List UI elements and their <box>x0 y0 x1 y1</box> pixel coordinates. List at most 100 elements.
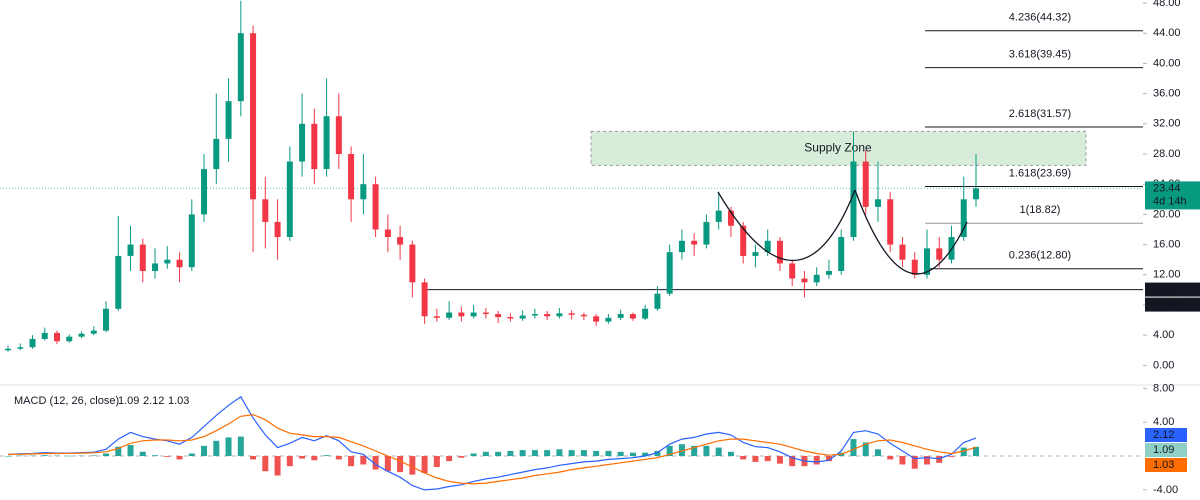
candle-body <box>323 116 330 170</box>
y-tick-label: 32.00 <box>1153 118 1181 130</box>
candle-body <box>813 274 820 283</box>
y-tick-label: 44.00 <box>1153 27 1181 39</box>
histogram-bar <box>568 450 575 457</box>
y-tick-label: 28.00 <box>1153 148 1181 160</box>
histogram-bar <box>911 456 918 469</box>
histogram-bar <box>409 456 416 475</box>
histogram-bar <box>666 445 673 457</box>
candle-body <box>446 312 453 318</box>
histogram-bar <box>862 442 869 457</box>
candle-body <box>666 252 673 294</box>
candle-body <box>127 244 134 256</box>
candle-body <box>360 184 367 200</box>
candle-body <box>250 33 257 200</box>
histogram-bar <box>887 456 894 460</box>
candle-body <box>299 123 306 162</box>
histogram-bar <box>727 451 734 457</box>
fib-label: 2.618(31.57) <box>1009 108 1071 120</box>
cup-curve <box>854 189 968 275</box>
candle-body <box>115 255 122 309</box>
candle-body <box>103 308 110 331</box>
last-price-tag <box>1145 181 1200 210</box>
candle-body <box>801 278 808 283</box>
macd-legend-value: 2.12 <box>143 395 164 407</box>
histogram-bar <box>960 447 967 457</box>
y-tick-label: 12.00 <box>1153 269 1181 281</box>
candle-body <box>66 336 73 342</box>
histogram-bar <box>678 444 685 457</box>
candle-body <box>973 188 979 200</box>
candle-body <box>409 244 416 283</box>
candle-body <box>642 308 649 319</box>
histogram-bar <box>384 456 391 472</box>
histogram-bar <box>776 456 783 464</box>
candle-body <box>519 315 526 319</box>
histogram-bar <box>164 456 171 457</box>
y-tick-label: -4.00 <box>1153 484 1178 496</box>
histogram-bar <box>262 456 269 472</box>
candle-body <box>237 33 244 102</box>
histogram-bar <box>103 453 110 457</box>
histogram-bar <box>433 456 440 468</box>
histogram-bar <box>495 451 502 457</box>
histogram-bar <box>250 456 257 460</box>
candle-body <box>715 210 722 222</box>
candle-body <box>335 116 342 154</box>
histogram-bar <box>115 446 122 457</box>
histogram-bar <box>948 456 955 457</box>
candle-body <box>372 184 379 230</box>
histogram-bar <box>923 456 930 465</box>
candle-body <box>691 240 698 245</box>
fib-label: 1.618(23.69) <box>1009 167 1071 179</box>
fib-label: 3.618(39.45) <box>1009 48 1071 60</box>
candle-body <box>911 259 918 275</box>
candle-body <box>776 240 783 264</box>
candle-body <box>531 314 538 316</box>
histogram-bar <box>90 455 97 457</box>
price-tag <box>1145 297 1200 312</box>
candle-body <box>629 314 636 319</box>
cup-curve <box>717 189 856 262</box>
histogram-bar <box>54 455 61 457</box>
histogram-bar <box>78 455 85 457</box>
candle-body <box>421 282 428 317</box>
y-tick-label: 8.00 <box>1153 382 1174 394</box>
y-tick-label: 40.00 <box>1153 57 1181 69</box>
histogram-bar <box>201 445 208 457</box>
histogram-bar <box>973 446 979 457</box>
histogram-bar <box>740 456 747 460</box>
candle-body <box>960 199 967 238</box>
candle-body <box>152 263 159 272</box>
fib-label: 0.236(12.80) <box>1009 250 1071 262</box>
histogram-bar <box>213 440 220 457</box>
candle-body <box>262 199 269 222</box>
candle-body <box>78 333 85 337</box>
indicator-tag-label: 2.12 <box>1153 429 1174 441</box>
histogram-bar <box>127 445 134 457</box>
price-tag-label: 10.04 <box>1153 298 1181 310</box>
histogram-bar <box>789 456 796 467</box>
candle-body <box>568 313 575 315</box>
histogram-bar <box>629 452 636 457</box>
price-tag-label: 10.04 <box>1153 283 1181 295</box>
candle-body <box>5 348 11 351</box>
y-tick-label: 16.00 <box>1153 238 1181 250</box>
histogram-bar <box>813 456 820 465</box>
histogram-bar <box>446 456 453 462</box>
support-labels: 10.04 10.04 <box>1145 282 1200 312</box>
candle-body <box>213 138 220 170</box>
histogram-bar <box>225 437 232 457</box>
candle-body <box>764 240 771 253</box>
macd-line <box>7 395 977 491</box>
y-tick-label: 4.00 <box>1153 416 1174 428</box>
histogram-bar <box>899 456 906 465</box>
supply-zone <box>590 130 1087 166</box>
candle-body <box>176 259 183 268</box>
indicator-tag <box>1145 458 1187 472</box>
candle-body <box>188 214 195 268</box>
candle-body <box>348 154 355 200</box>
candle-body <box>678 240 685 253</box>
indicator-tag <box>1145 443 1187 457</box>
histogram-bar <box>458 456 465 458</box>
